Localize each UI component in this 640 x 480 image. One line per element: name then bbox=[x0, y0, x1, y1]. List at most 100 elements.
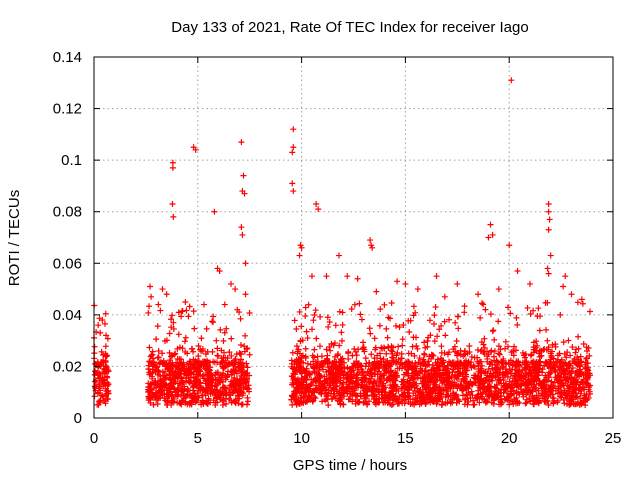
data-point bbox=[348, 369, 355, 376]
data-point bbox=[290, 376, 297, 383]
data-point bbox=[490, 370, 497, 377]
data-point bbox=[568, 396, 575, 403]
data-point bbox=[465, 360, 472, 367]
data-point bbox=[490, 327, 497, 334]
data-point bbox=[491, 336, 498, 343]
data-point bbox=[435, 392, 442, 399]
data-point bbox=[102, 362, 109, 369]
data-point bbox=[479, 380, 486, 387]
data-point bbox=[547, 358, 554, 365]
data-point bbox=[161, 382, 168, 389]
x-tick-label: 5 bbox=[194, 430, 202, 447]
data-point bbox=[104, 382, 111, 389]
data-point bbox=[289, 365, 296, 372]
data-point bbox=[520, 388, 527, 395]
data-point bbox=[460, 386, 467, 393]
data-point bbox=[451, 374, 457, 381]
data-point bbox=[345, 396, 352, 403]
data-point bbox=[293, 357, 300, 364]
data-point bbox=[463, 383, 470, 390]
data-point bbox=[169, 312, 176, 319]
data-point bbox=[522, 364, 529, 371]
data-point bbox=[150, 385, 157, 392]
data-point bbox=[299, 337, 306, 344]
data-point bbox=[572, 390, 579, 397]
data-point bbox=[98, 348, 105, 355]
data-point bbox=[367, 330, 374, 337]
data-point bbox=[102, 398, 109, 405]
data-point bbox=[91, 371, 98, 378]
data-point bbox=[236, 364, 243, 371]
data-point bbox=[556, 377, 563, 384]
data-point bbox=[202, 350, 209, 357]
data-point bbox=[578, 358, 585, 365]
data-point bbox=[512, 347, 519, 354]
data-point bbox=[305, 392, 312, 399]
data-point bbox=[303, 398, 310, 405]
data-point bbox=[383, 368, 390, 375]
data-point bbox=[308, 326, 315, 333]
data-point bbox=[360, 375, 367, 382]
data-point bbox=[426, 361, 433, 368]
data-point bbox=[354, 275, 361, 282]
data-point bbox=[380, 356, 387, 363]
data-point bbox=[451, 379, 458, 386]
data-point bbox=[188, 360, 195, 367]
data-point bbox=[510, 352, 517, 359]
data-point bbox=[166, 330, 173, 337]
data-point bbox=[555, 383, 562, 390]
data-point bbox=[166, 349, 173, 356]
data-point bbox=[325, 387, 332, 394]
data-point bbox=[543, 346, 550, 353]
data-point bbox=[353, 392, 360, 399]
data-point bbox=[373, 288, 380, 295]
x-tick-label: 15 bbox=[397, 430, 414, 447]
data-point bbox=[427, 377, 434, 384]
data-point bbox=[531, 381, 538, 388]
data-point bbox=[460, 382, 467, 389]
data-point bbox=[195, 353, 202, 360]
data-point bbox=[328, 370, 335, 377]
data-point bbox=[217, 379, 224, 386]
y-tick-label: 0.02 bbox=[53, 358, 82, 375]
data-point bbox=[104, 366, 111, 373]
data-point bbox=[396, 324, 403, 331]
data-point bbox=[419, 380, 426, 387]
data-point bbox=[461, 303, 468, 310]
data-point bbox=[200, 386, 207, 393]
data-point bbox=[426, 317, 433, 324]
data-point bbox=[366, 379, 373, 386]
data-point bbox=[527, 310, 534, 317]
data-point bbox=[461, 376, 468, 383]
data-point bbox=[565, 363, 572, 370]
data-point bbox=[511, 378, 518, 385]
data-point bbox=[319, 387, 326, 394]
data-point bbox=[562, 367, 569, 374]
data-point bbox=[223, 325, 230, 332]
x-tick-label: 0 bbox=[90, 430, 98, 447]
data-point bbox=[453, 338, 460, 345]
data-point bbox=[380, 363, 387, 370]
data-point bbox=[237, 350, 244, 357]
data-point bbox=[482, 399, 489, 406]
data-point bbox=[569, 344, 576, 351]
data-point bbox=[383, 325, 390, 332]
data-point bbox=[412, 399, 419, 406]
data-point bbox=[191, 325, 198, 332]
data-point bbox=[376, 322, 383, 329]
data-point bbox=[354, 371, 361, 378]
data-point bbox=[495, 393, 502, 400]
data-point bbox=[436, 326, 443, 333]
data-point bbox=[193, 381, 200, 388]
data-point bbox=[167, 377, 174, 384]
data-point bbox=[544, 377, 551, 384]
data-point bbox=[205, 367, 212, 374]
data-point bbox=[581, 384, 588, 391]
data-point bbox=[212, 399, 219, 406]
data-point bbox=[562, 391, 569, 398]
data-point bbox=[398, 397, 405, 404]
data-point bbox=[441, 293, 448, 300]
y-tick-label: 0.12 bbox=[53, 101, 82, 118]
data-point bbox=[302, 353, 309, 360]
data-point bbox=[425, 382, 432, 389]
